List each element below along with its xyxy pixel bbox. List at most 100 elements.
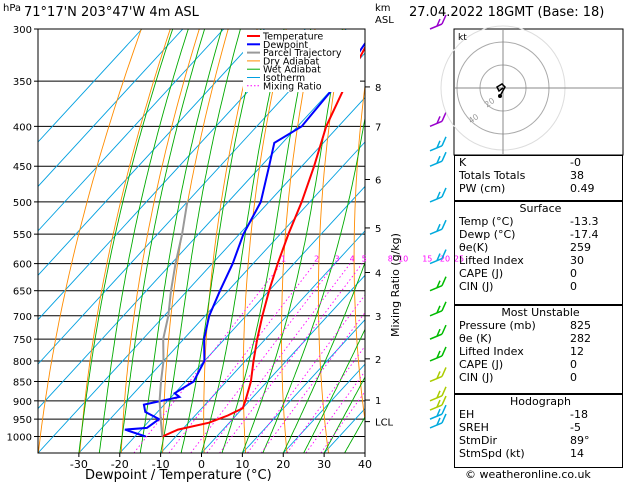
- most-unstable-title: Most Unstable: [501, 306, 580, 319]
- y-tick-label: 400: [13, 122, 32, 133]
- wet-adiabat: [282, 261, 365, 453]
- wind-barb-flag: [441, 14, 447, 25]
- mu-label: Lifted Index: [459, 345, 524, 358]
- wet-adiabat: [323, 376, 365, 453]
- hodograph-box: Hodograph EH -18 SREH -5 StmDir 89° StmSpd (kt…: [454, 394, 623, 468]
- hodograph-frame: [453, 28, 624, 156]
- wind-barb-flag: [436, 140, 441, 149]
- asl-axis-label: ASL: [375, 15, 394, 26]
- mixing-ratio-label: 3: [335, 255, 340, 264]
- y-tick-label: 350: [13, 77, 32, 88]
- mu-row: CAPE (J) 0: [455, 358, 622, 371]
- surface-row: Temp (°C) -13.3: [455, 215, 622, 228]
- km-tick-label: 6: [375, 176, 381, 187]
- y-tick-label: 850: [13, 377, 32, 388]
- mu-label: CIN (J): [459, 371, 494, 384]
- wind-barb-flag: [436, 18, 441, 27]
- isotherm: [201, 274, 365, 453]
- y-tick-label: 500: [13, 198, 32, 209]
- isotherm: [78, 141, 365, 453]
- hodo-value: 14: [570, 447, 584, 460]
- mixing-ratio-label: 2: [314, 255, 319, 264]
- wind-barb: [429, 413, 443, 420]
- hodograph-ring-label: 40: [467, 112, 481, 125]
- wind-barb-flag: [441, 301, 447, 312]
- wind-barb: [429, 310, 443, 317]
- wet-adiabat: [180, 29, 262, 453]
- mixing-ratio-label: 4: [350, 255, 355, 264]
- surface-label: Dewp (°C): [459, 228, 516, 241]
- legend-entry: Parcel Trajectory: [263, 48, 342, 59]
- isotherm: [38, 96, 365, 453]
- hodo-label: StmSpd (kt): [459, 447, 525, 460]
- wind-barb: [429, 375, 443, 383]
- surface-row: CIN (J) 0: [455, 280, 622, 293]
- mixing-ratio-label: 8: [388, 255, 393, 264]
- wind-barb-flag: [441, 324, 447, 335]
- y-tick-label: 800: [13, 357, 32, 368]
- wind-barb-flag: [441, 367, 447, 377]
- y-tick-label: 900: [13, 397, 32, 408]
- surface-label: CAPE (J): [459, 267, 504, 280]
- hodo-label: StmDir: [459, 434, 498, 447]
- km-tick-label: 7: [375, 122, 381, 133]
- wet-adiabat: [119, 29, 206, 453]
- legend-entry: Isotherm: [263, 73, 305, 84]
- legend-entry: Temperature: [262, 32, 323, 43]
- wind-barb: [429, 120, 443, 128]
- wind-barb-flag: [441, 187, 447, 198]
- x-tick-label: -10: [152, 458, 170, 471]
- surface-row: Lifted Index 30: [455, 254, 622, 267]
- x-tick-label: -20: [111, 458, 129, 471]
- mu-label: CAPE (J): [459, 358, 504, 371]
- temperature-line: [161, 45, 365, 438]
- surface-value: 0: [570, 267, 577, 280]
- y-tick-label: 950: [13, 415, 32, 426]
- surface-row: Dewp (°C) -17.4: [455, 228, 622, 241]
- station-title: 71°17'N 203°47'W 4m ASL: [24, 5, 199, 20]
- indices-box: K -0 Totals Totals 38 PW (cm) 0.49: [454, 155, 623, 201]
- mu-row: θe (K) 282: [455, 332, 622, 345]
- hodograph-trace: [496, 83, 506, 97]
- legend-entry: Dewpoint: [263, 40, 308, 51]
- isotherm: [242, 319, 365, 453]
- hodo-row: StmDir 89°: [455, 434, 622, 447]
- legend-entry: Dry Adiabat: [263, 56, 320, 67]
- mu-value: 12: [570, 345, 584, 358]
- wind-barb-flag: [441, 219, 447, 230]
- mixing-ratio-line: [168, 263, 315, 453]
- wind-barb: [429, 284, 443, 292]
- hodo-row: StmSpd (kt) 14: [455, 447, 622, 460]
- dewpoint-line: [124, 41, 365, 438]
- wet-adiabat: [98, 29, 189, 453]
- copyright: © weatheronline.co.uk: [465, 468, 591, 481]
- wind-barb: [429, 355, 443, 362]
- wind-barb: [429, 196, 443, 203]
- x-tick-label: 0: [198, 458, 205, 471]
- isotherm: [38, 52, 365, 410]
- isotherm: [38, 29, 143, 143]
- isotherm: [38, 29, 347, 365]
- dry-adiabat: [242, 29, 287, 453]
- wind-barb-flag: [436, 417, 441, 426]
- wind-barb-flag: [436, 399, 441, 408]
- mu-label: Pressure (mb): [459, 319, 536, 332]
- mu-row: Lifted Index 12: [455, 345, 622, 358]
- wet-adiabat: [201, 29, 285, 453]
- wind-barb-flag: [436, 328, 441, 337]
- surface-value: -13.3: [570, 215, 599, 228]
- mixing-ratio-line: [190, 263, 336, 453]
- hodograph-ring-label: 20: [483, 96, 497, 109]
- wet-adiabat: [139, 29, 223, 453]
- mixing-ratio-line: [219, 263, 363, 453]
- x-axis-label: Dewpoint / Temperature (°C): [85, 468, 272, 483]
- surface-value: -17.4: [570, 228, 599, 241]
- wet-adiabat: [303, 328, 365, 453]
- wind-barb-flag: [436, 155, 441, 164]
- km-tick-label: 3: [375, 312, 381, 323]
- wind-barb-flag: [441, 346, 447, 357]
- index-value: 38: [570, 169, 584, 182]
- mu-value: 825: [570, 319, 591, 332]
- wind-barb-flag: [441, 395, 447, 406]
